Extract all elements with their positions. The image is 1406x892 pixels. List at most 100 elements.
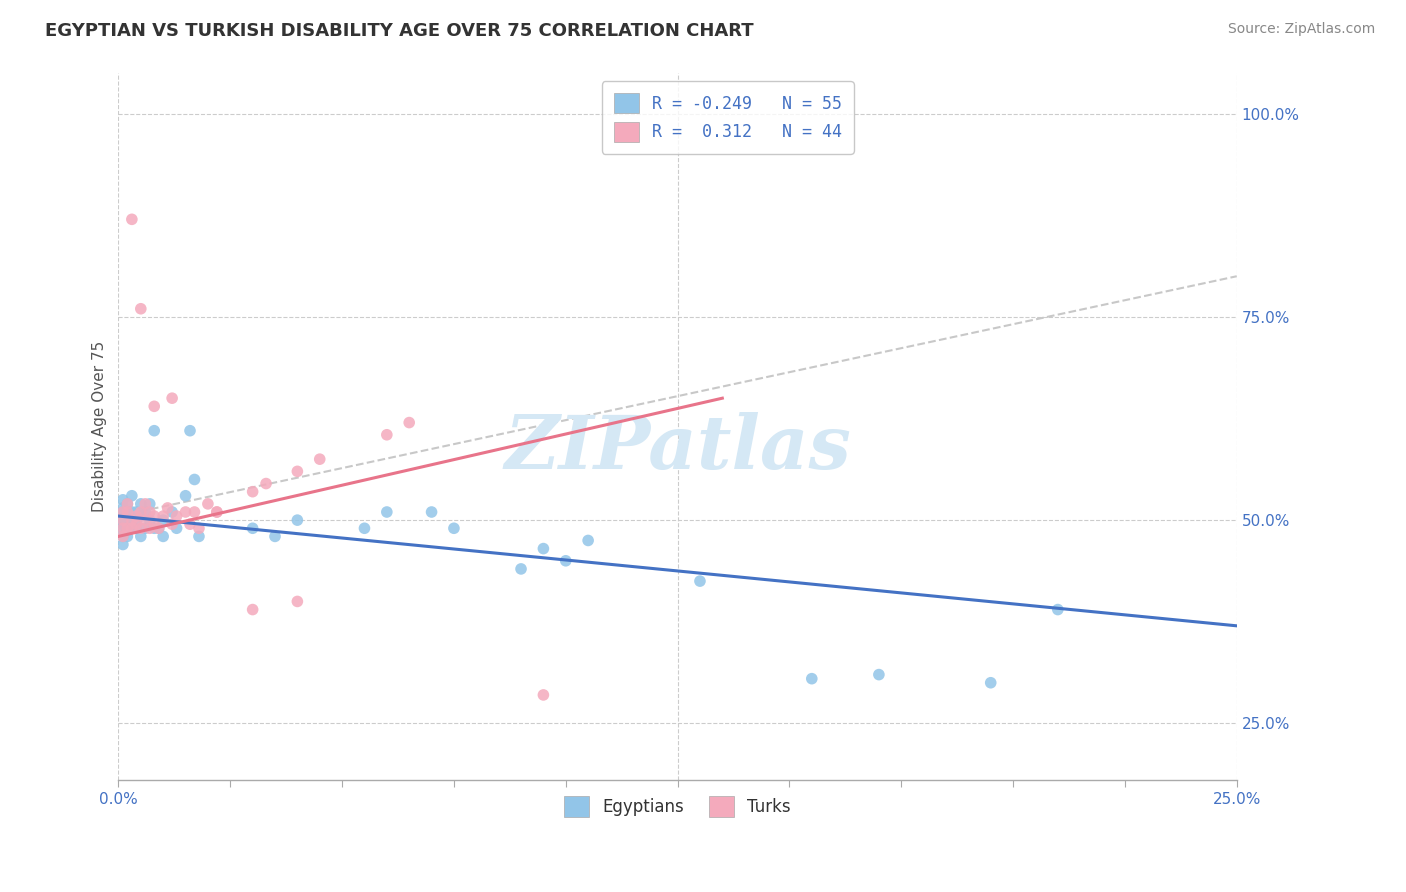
Point [143, 521, 166, 535]
Point [152, 529, 174, 543]
Point [129, 529, 152, 543]
Point [121, 521, 143, 535]
Point [264, 529, 287, 543]
Point [183, 505, 205, 519]
Point [143, 517, 166, 532]
Point [166, 509, 188, 524]
Point [139, 505, 162, 519]
Point [143, 509, 166, 524]
Point [179, 517, 201, 532]
Text: Source: ZipAtlas.com: Source: ZipAtlas.com [1227, 22, 1375, 37]
Point [139, 521, 162, 535]
Point [205, 505, 228, 519]
Point [353, 521, 375, 535]
Point [510, 562, 533, 576]
Point [111, 517, 134, 532]
Point [117, 513, 139, 527]
Point [121, 489, 143, 503]
Point [868, 667, 890, 681]
Point [554, 554, 576, 568]
Point [121, 513, 143, 527]
Point [117, 521, 139, 535]
Point [576, 533, 599, 548]
Point [148, 521, 170, 535]
Point [689, 574, 711, 588]
Point [117, 521, 139, 535]
Point [287, 513, 309, 527]
Text: ZIPatlas: ZIPatlas [505, 411, 851, 484]
Point [531, 688, 554, 702]
Point [156, 500, 179, 515]
Point [111, 505, 134, 519]
Point [129, 301, 152, 316]
Point [125, 505, 148, 519]
Point [242, 521, 264, 535]
Point [117, 505, 139, 519]
Point [121, 513, 143, 527]
Text: EGYPTIAN VS TURKISH DISABILITY AGE OVER 75 CORRELATION CHART: EGYPTIAN VS TURKISH DISABILITY AGE OVER … [45, 22, 754, 40]
Point [152, 509, 174, 524]
Legend: Egyptians, Turks: Egyptians, Turks [555, 788, 800, 825]
Point [174, 505, 197, 519]
Point [121, 521, 143, 535]
Point [254, 476, 277, 491]
Point [166, 521, 188, 535]
Point [148, 521, 170, 535]
Point [375, 427, 398, 442]
Point [188, 529, 211, 543]
Point [129, 509, 152, 524]
Point [139, 513, 162, 527]
Point [139, 497, 162, 511]
Point [125, 513, 148, 527]
Point [800, 672, 823, 686]
Point [121, 505, 143, 519]
Point [117, 505, 139, 519]
Point [134, 497, 156, 511]
Point [143, 424, 166, 438]
Point [375, 505, 398, 519]
Point [1046, 602, 1069, 616]
Point [121, 212, 143, 227]
Point [205, 505, 228, 519]
Point [111, 521, 134, 535]
Point [188, 521, 211, 535]
Y-axis label: Disability Age Over 75: Disability Age Over 75 [93, 341, 107, 512]
Point [117, 497, 139, 511]
Point [129, 505, 152, 519]
Point [174, 489, 197, 503]
Point [125, 517, 148, 532]
Point [111, 521, 134, 535]
Point [308, 452, 330, 467]
Point [111, 500, 134, 515]
Point [183, 473, 205, 487]
Point [420, 505, 443, 519]
Point [125, 521, 148, 535]
Point [531, 541, 554, 556]
Point [287, 594, 309, 608]
Point [129, 521, 152, 535]
Point [111, 537, 134, 551]
Point [143, 400, 166, 414]
Point [160, 505, 183, 519]
Point [980, 675, 1002, 690]
Point [111, 505, 134, 519]
Point [111, 529, 134, 543]
Point [160, 391, 183, 405]
Point [179, 424, 201, 438]
Point [152, 513, 174, 527]
Point [134, 513, 156, 527]
Point [111, 529, 134, 543]
Point [111, 513, 134, 527]
Point [160, 517, 183, 532]
Point [125, 509, 148, 524]
Point [398, 416, 420, 430]
Point [242, 484, 264, 499]
Point [111, 513, 134, 527]
Point [117, 529, 139, 543]
Point [197, 497, 219, 511]
Point [134, 505, 156, 519]
Point [134, 521, 156, 535]
Point [242, 602, 264, 616]
Point [111, 509, 134, 524]
Point [129, 497, 152, 511]
